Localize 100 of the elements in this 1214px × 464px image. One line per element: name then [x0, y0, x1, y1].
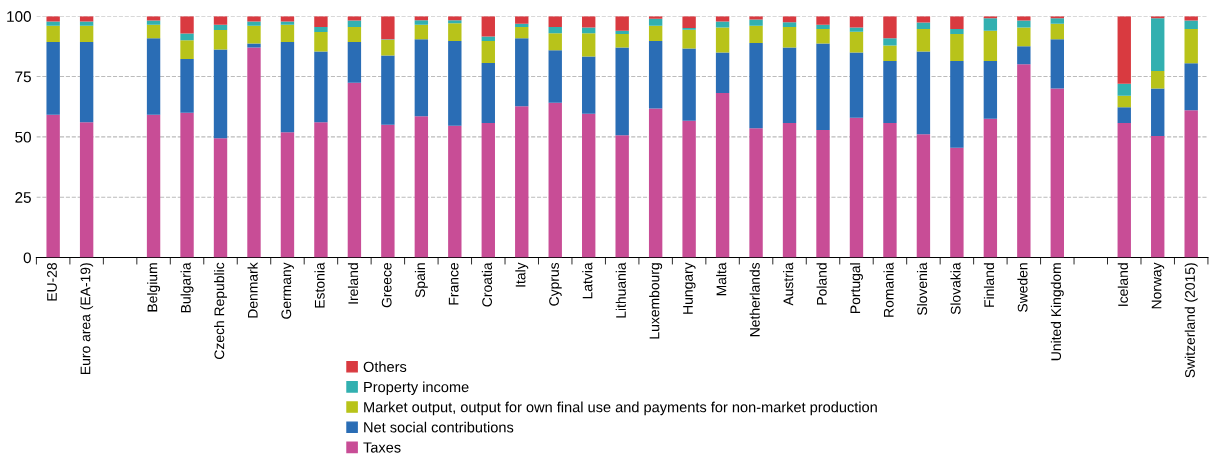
bar — [615, 47, 629, 136]
bar — [180, 112, 194, 258]
x-tick-label: Norway — [1151, 262, 1165, 309]
bar — [615, 30, 629, 35]
bar — [180, 33, 194, 41]
bar — [515, 16, 529, 24]
bar — [916, 22, 931, 30]
bar — [782, 122, 797, 258]
x-tick-label: France — [448, 262, 459, 305]
bar — [347, 42, 362, 83]
bar — [146, 114, 161, 258]
bar — [146, 16, 161, 21]
bar — [1017, 46, 1031, 65]
bar — [849, 31, 864, 53]
bar — [615, 135, 629, 258]
bar — [715, 52, 730, 93]
x-tick-label: Lithuania — [615, 262, 626, 318]
bar — [46, 16, 60, 22]
bar — [983, 30, 998, 61]
bar — [414, 39, 429, 117]
bar — [280, 16, 295, 22]
bar — [414, 24, 429, 40]
legend-label: Property income — [364, 381, 469, 396]
bar — [1117, 122, 1131, 258]
bar — [1017, 64, 1031, 258]
x-tick-label: Switzerland (2015) — [1184, 263, 1198, 378]
bar — [515, 106, 529, 258]
bar — [548, 27, 562, 34]
bar — [347, 20, 362, 28]
bar — [883, 16, 897, 39]
bar — [79, 42, 94, 123]
x-tick-label: Sweden — [1017, 263, 1028, 312]
bar — [280, 24, 295, 43]
x-tick-label: Denmark — [247, 262, 258, 318]
x-tick-label: Spain — [414, 263, 428, 298]
x-tick-label: Cyprus — [549, 262, 562, 306]
bar — [782, 27, 797, 48]
x-tick-label: Estonia — [314, 262, 325, 308]
bar — [1017, 20, 1031, 28]
bar — [782, 22, 797, 28]
bar — [883, 38, 897, 46]
bar — [849, 52, 864, 118]
bar — [916, 16, 931, 23]
bar — [180, 16, 194, 34]
legend-label: Taxes — [363, 442, 401, 453]
bar — [682, 48, 696, 121]
x-tick-label: Greece — [381, 262, 392, 308]
bar — [381, 16, 395, 40]
bar — [682, 29, 696, 49]
bar — [582, 16, 596, 28]
bar — [548, 33, 562, 51]
x-tick-label: Romania — [883, 262, 894, 317]
bar — [347, 27, 362, 43]
bar — [448, 125, 462, 258]
bar — [247, 47, 261, 258]
bar — [548, 50, 562, 103]
bar — [1184, 29, 1198, 64]
x-tick-label: Luxembourg — [649, 263, 663, 339]
bar — [916, 29, 931, 52]
bar — [582, 33, 596, 57]
bar — [715, 21, 730, 28]
bar — [1151, 135, 1165, 258]
bar — [515, 27, 529, 39]
bar — [448, 41, 462, 126]
x-tick-label: Slovenia — [916, 262, 928, 316]
bar — [79, 25, 94, 43]
bar — [314, 16, 328, 28]
bar — [314, 27, 328, 32]
bar — [1151, 88, 1165, 136]
bar — [582, 113, 596, 258]
x-tick-label: United Kingdom — [1050, 263, 1064, 361]
bar — [247, 25, 261, 44]
bar — [1117, 95, 1131, 108]
bar — [481, 16, 495, 37]
x-tick-label: Austria — [783, 262, 794, 306]
bar — [280, 42, 295, 133]
bar — [615, 34, 629, 48]
bar — [682, 120, 696, 258]
bar — [615, 16, 629, 31]
bar — [213, 24, 228, 30]
bar — [1017, 16, 1031, 21]
bar — [950, 147, 964, 258]
bar — [314, 31, 328, 52]
legend-label: Market output, output for own final use and payments for non-market production — [364, 401, 877, 416]
bar — [983, 118, 998, 258]
bar — [381, 124, 395, 258]
bar — [1151, 18, 1165, 72]
bar — [448, 23, 462, 42]
bar — [582, 56, 596, 114]
bar — [749, 19, 763, 26]
bar — [648, 41, 663, 109]
bar — [146, 24, 161, 39]
bar — [1050, 18, 1064, 24]
bar — [715, 27, 730, 53]
bar — [1117, 16, 1131, 84]
x-tick-label: Hungary — [683, 262, 696, 314]
bar — [950, 16, 964, 30]
bar — [247, 43, 261, 48]
bar — [79, 122, 94, 258]
y-tick-label: 100 — [7, 11, 31, 22]
